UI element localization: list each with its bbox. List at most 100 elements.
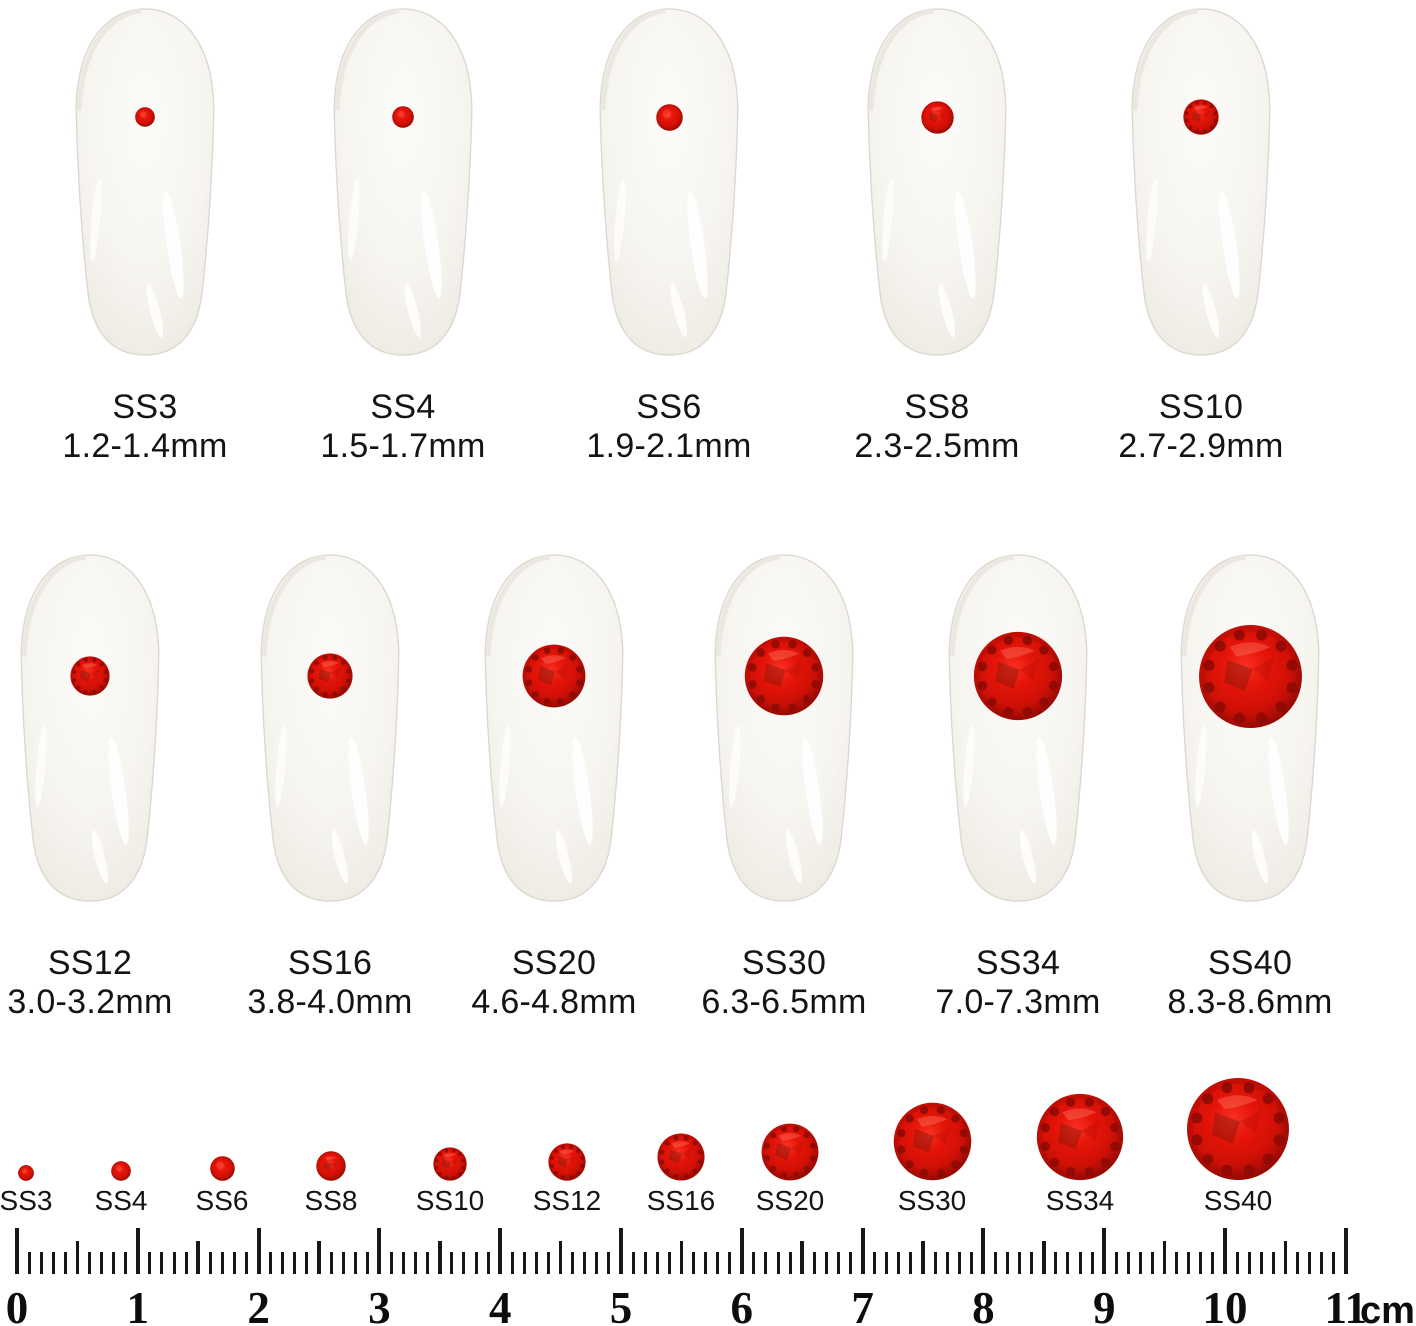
ruler-tick-mm bbox=[232, 1252, 236, 1274]
ruler-tick-mm bbox=[462, 1252, 466, 1274]
ruler-tick-half-cm bbox=[317, 1241, 321, 1274]
ruler-tick-half-cm bbox=[921, 1241, 925, 1274]
rhinestone bbox=[893, 1102, 972, 1181]
ruler-tick-mm bbox=[112, 1252, 116, 1274]
nail-size-label: SS3 1.2-1.4mm bbox=[0, 388, 295, 466]
rhinestone-shape bbox=[657, 1133, 705, 1181]
size-code: SS10 bbox=[1158, 388, 1244, 426]
ruler-tick-mm bbox=[426, 1252, 430, 1274]
nail-size-label: SS16 3.8-4.0mm bbox=[180, 944, 480, 1022]
ruler-tick-half-cm bbox=[558, 1241, 563, 1274]
nail-tip bbox=[250, 550, 410, 904]
ruler-tick-mm bbox=[305, 1252, 309, 1274]
scale-item-label: SS6 bbox=[195, 1185, 249, 1216]
ruler-tick-mm bbox=[595, 1252, 599, 1274]
scale-item-label: SS4 bbox=[94, 1185, 148, 1216]
ruler-tick-mm bbox=[788, 1252, 792, 1274]
size-code: SS12 bbox=[47, 944, 133, 982]
rhinestone bbox=[655, 103, 683, 131]
ruler-tick-mm bbox=[547, 1252, 551, 1274]
rhinestone bbox=[761, 1123, 819, 1181]
rhinestone-shape bbox=[893, 1102, 971, 1181]
ruler-tick-half-cm bbox=[800, 1241, 804, 1274]
ruler-tick-mm bbox=[909, 1252, 913, 1274]
size-code: SS4 bbox=[370, 388, 436, 426]
ruler-tick-cm bbox=[1223, 1228, 1227, 1274]
ruler-tick-mm bbox=[1078, 1252, 1082, 1274]
rhinestone-shape bbox=[522, 644, 586, 708]
ruler-tick-mm bbox=[402, 1252, 406, 1274]
rhinestone-shape bbox=[548, 1143, 586, 1181]
ruler-tick-mm bbox=[365, 1252, 369, 1274]
nail-tip bbox=[589, 4, 749, 358]
rhinestone-shape bbox=[1183, 99, 1219, 135]
ruler-tick-mm bbox=[1114, 1252, 1118, 1274]
scale-item-label: SS16 bbox=[646, 1185, 716, 1216]
ruler-tick-mm bbox=[87, 1252, 91, 1274]
ruler-tick-half-cm bbox=[75, 1241, 80, 1274]
ruler-unit-label: cm bbox=[1360, 1290, 1415, 1326]
ruler-tick-mm bbox=[728, 1252, 732, 1274]
ruler-number: 4 bbox=[488, 1283, 512, 1326]
nail-size-label: SS34 7.0-7.3mm bbox=[868, 944, 1168, 1022]
size-range: 2.3-2.5mm bbox=[854, 427, 1020, 465]
rhinestone-shape bbox=[1187, 1078, 1289, 1180]
size-range: 1.5-1.7mm bbox=[320, 427, 486, 465]
ruler-tick-half-cm bbox=[679, 1241, 684, 1274]
size-code: SS40 bbox=[1207, 944, 1293, 982]
ruler-tick-cm bbox=[256, 1228, 261, 1274]
size-code: SS16 bbox=[287, 944, 373, 982]
ruler-tick-half-cm bbox=[438, 1241, 442, 1274]
nail-size-label: SS10 2.7-2.9mm bbox=[1051, 388, 1351, 466]
ruler-number: 2 bbox=[247, 1283, 270, 1326]
rhinestone-shape bbox=[70, 656, 110, 696]
ruler-tick-mm bbox=[160, 1252, 164, 1274]
ruler-tick-mm bbox=[1175, 1252, 1179, 1274]
rhinestone-shape bbox=[433, 1147, 467, 1181]
ruler-tick-mm bbox=[1187, 1252, 1191, 1274]
ruler-tick-mm bbox=[1030, 1252, 1034, 1274]
ruler-tick-mm bbox=[1308, 1252, 1312, 1274]
ruler-tick-mm bbox=[571, 1252, 575, 1274]
size-range: 7.0-7.3mm bbox=[935, 983, 1101, 1021]
ruler-number: 9 bbox=[1092, 1283, 1116, 1326]
ruler-tick-mm bbox=[993, 1252, 997, 1274]
ruler-tick-mm bbox=[764, 1252, 768, 1274]
ruler-tick-mm bbox=[281, 1252, 285, 1274]
scale-item-label: SS30 bbox=[897, 1185, 967, 1216]
rhinestone-shape bbox=[973, 631, 1063, 721]
nail-tip-shape bbox=[333, 8, 473, 356]
rhinestone bbox=[1036, 1093, 1124, 1181]
nail-tip bbox=[857, 4, 1017, 358]
nail-tip-shape bbox=[20, 554, 160, 902]
nail-size-label: SS12 3.0-3.2mm bbox=[0, 944, 240, 1022]
ruler-number: 10 bbox=[1202, 1283, 1248, 1326]
ruler-tick-mm bbox=[100, 1252, 104, 1274]
size-range: 1.9-2.1mm bbox=[586, 427, 752, 465]
size-range: 8.3-8.6mm bbox=[1167, 983, 1333, 1021]
rhinestone bbox=[111, 1161, 131, 1181]
ruler-tick-mm bbox=[1259, 1252, 1263, 1274]
ruler-tick-mm bbox=[124, 1252, 128, 1274]
ruler-tick-mm bbox=[631, 1252, 635, 1274]
size-range: 1.2-1.4mm bbox=[62, 427, 228, 465]
ruler-tick-mm bbox=[812, 1252, 816, 1274]
rhinestone-shape bbox=[744, 636, 824, 716]
ruler-tick-mm bbox=[39, 1252, 43, 1274]
rhinestone bbox=[392, 106, 414, 128]
nail-size-label: SS4 1.5-1.7mm bbox=[253, 388, 553, 466]
ruler-tick-mm bbox=[329, 1252, 333, 1274]
nail-tip-shape bbox=[867, 8, 1007, 356]
ruler-tick-mm bbox=[172, 1252, 176, 1274]
size-code: SS30 bbox=[741, 944, 827, 982]
nail-size-label: SS6 1.9-2.1mm bbox=[519, 388, 819, 466]
nail-tip bbox=[1121, 4, 1281, 358]
ruler-tick-mm bbox=[1138, 1252, 1142, 1274]
ruler-tick-mm bbox=[873, 1252, 877, 1274]
ruler-tick-mm bbox=[1295, 1252, 1299, 1274]
ruler-tick-mm bbox=[643, 1252, 647, 1274]
rhinestone bbox=[433, 1147, 467, 1181]
size-range: 3.0-3.2mm bbox=[7, 983, 173, 1021]
ruler-tick-cm bbox=[15, 1228, 19, 1274]
